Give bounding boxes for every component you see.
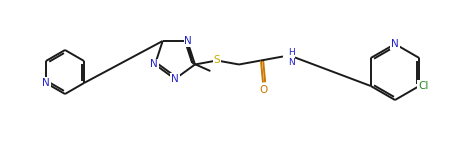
- Text: N: N: [171, 74, 179, 84]
- Text: N: N: [391, 39, 399, 49]
- Text: O: O: [260, 86, 268, 95]
- Text: N: N: [42, 78, 50, 88]
- Text: Cl: Cl: [418, 81, 429, 91]
- Text: S: S: [214, 55, 220, 66]
- Text: N: N: [184, 36, 192, 46]
- Text: N: N: [150, 59, 158, 70]
- Text: H
N: H N: [288, 48, 295, 67]
